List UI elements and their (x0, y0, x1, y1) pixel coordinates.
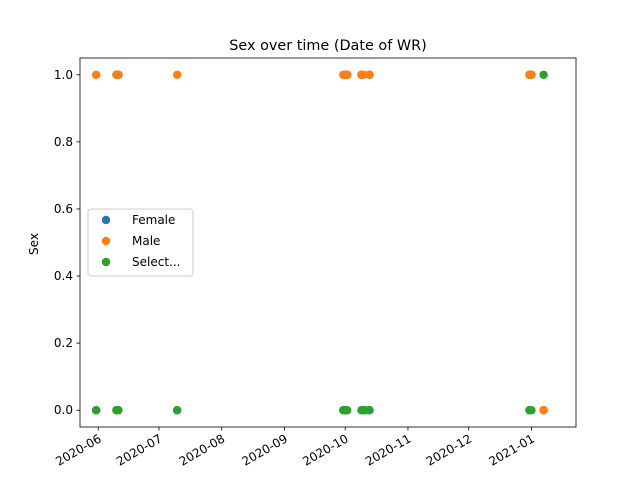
data-point (172, 406, 182, 415)
axes-frame (79, 57, 577, 428)
data-point (343, 406, 352, 415)
data-point (91, 70, 101, 79)
data-point (539, 70, 548, 79)
y-axis-label: Sex (27, 233, 41, 255)
legend: Female Male Select... (87, 208, 194, 277)
data-point (527, 70, 536, 79)
chart-title: Sex over time (Date of WR) (229, 38, 426, 54)
y-tick-label: 0.6 (54, 202, 73, 216)
legend-marker (101, 236, 111, 246)
legend-entry-label: Female (132, 213, 175, 227)
data-point (359, 70, 368, 79)
y-tick-label: 0.0 (54, 403, 73, 417)
data-point (365, 70, 374, 79)
data-point (91, 406, 101, 415)
series-select (91, 70, 548, 415)
legend-box (87, 208, 194, 277)
legend-entry-label: Male (132, 234, 160, 248)
legend-marker (101, 257, 111, 267)
y-tick-label: 1.0 (54, 68, 73, 82)
y-tick-label: 0.2 (54, 336, 73, 350)
y-tick-label: 0.4 (54, 269, 73, 283)
data-point (343, 70, 352, 79)
data-point (114, 70, 123, 79)
data-point (365, 406, 374, 415)
legend-marker (101, 215, 111, 225)
data-point (527, 406, 536, 415)
data-point (172, 70, 182, 79)
y-tick-label: 0.8 (54, 135, 73, 149)
data-point (539, 406, 548, 415)
legend-entry-label: Select... (132, 255, 180, 269)
data-point (114, 406, 123, 415)
